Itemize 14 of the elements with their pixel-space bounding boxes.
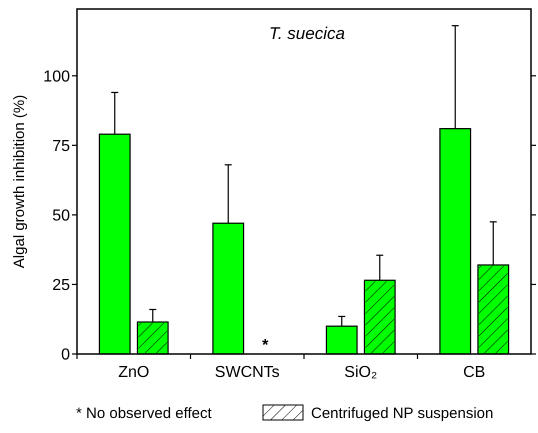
x-tick-label: CB: [463, 364, 486, 381]
annotation: *: [262, 337, 270, 354]
y-tick-label: 0: [61, 346, 70, 364]
y-tick-label: 50: [52, 207, 70, 224]
y-tick-label: 25: [52, 277, 70, 294]
x-tick-label: SiO₂: [344, 364, 378, 381]
y-tick-label: 100: [43, 68, 70, 86]
y-tick-label: 75: [52, 138, 70, 155]
y-axis-title: Algal growth inhibition (%): [11, 94, 28, 268]
text: * No observed effect: [76, 405, 212, 422]
text: T. suecica: [269, 24, 345, 43]
x-tick-label: SWCNTs: [214, 364, 280, 381]
x-tick-label: ZnO: [118, 364, 150, 381]
text: Centrifuged NP suspension: [311, 405, 494, 422]
